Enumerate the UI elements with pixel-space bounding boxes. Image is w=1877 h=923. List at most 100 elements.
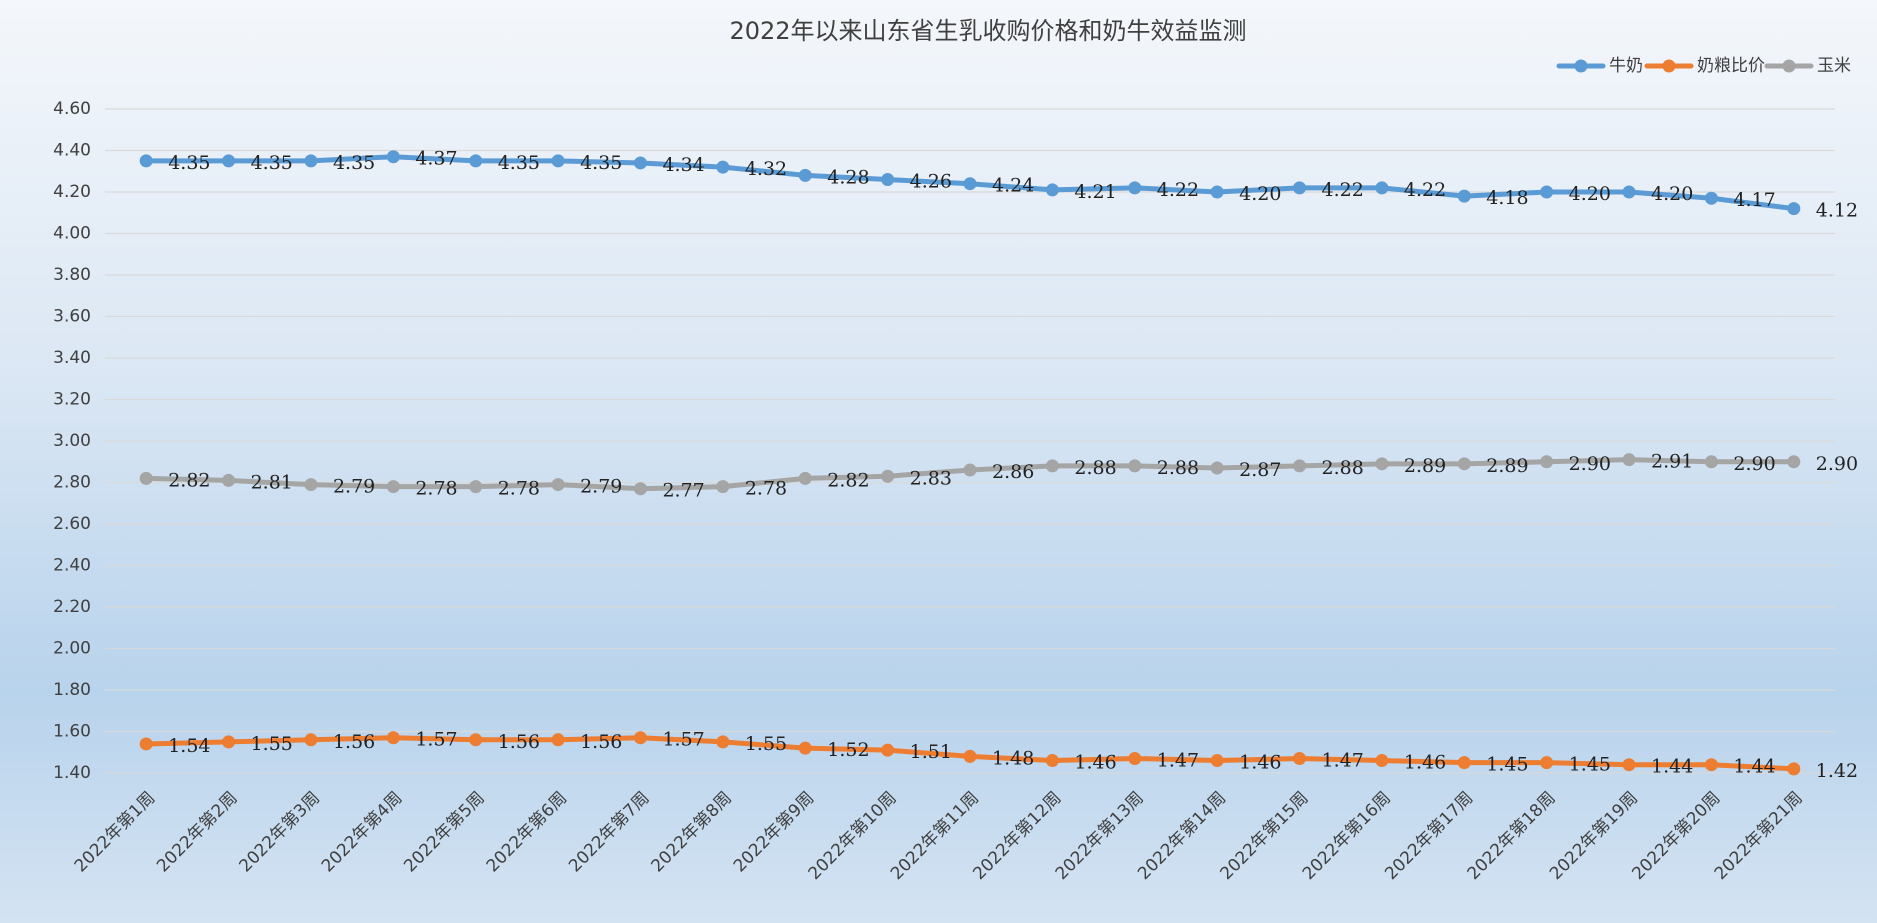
y-tick-label: 2.80 [53, 473, 91, 493]
marker [881, 469, 895, 483]
marker [139, 471, 153, 485]
marker [1045, 459, 1059, 473]
data-label: 2.82 [168, 469, 210, 491]
data-label: 2.87 [1239, 459, 1281, 481]
data-label: 2.88 [1074, 457, 1116, 479]
data-label: 1.56 [498, 731, 540, 753]
marker [1622, 185, 1636, 199]
legend-marker [1574, 59, 1588, 73]
marker [633, 156, 647, 170]
marker [386, 480, 400, 494]
data-label: 4.20 [1651, 183, 1693, 205]
data-label: 2.78 [415, 478, 457, 500]
data-label: 2.79 [333, 476, 375, 498]
y-tick-label: 3.20 [53, 390, 91, 410]
marker [798, 741, 812, 755]
marker [1787, 455, 1801, 469]
marker [963, 463, 977, 477]
y-tick-label: 2.00 [53, 639, 91, 659]
data-label: 4.35 [498, 152, 540, 174]
marker [633, 482, 647, 496]
y-tick-label: 1.80 [53, 680, 91, 700]
data-label: 2.89 [1486, 455, 1528, 477]
data-label: 4.17 [1733, 189, 1775, 211]
marker [551, 478, 565, 492]
marker [1704, 455, 1718, 469]
data-label: 4.22 [1322, 179, 1364, 201]
data-label: 2.79 [580, 476, 622, 498]
data-label: 1.57 [662, 729, 704, 751]
data-label: 1.44 [1651, 756, 1693, 778]
data-label: 2.90 [1816, 453, 1858, 475]
data-label: 1.44 [1733, 756, 1775, 778]
data-label: 2.86 [992, 461, 1034, 483]
marker [798, 168, 812, 182]
marker [1375, 754, 1389, 768]
data-label: 4.37 [415, 148, 457, 170]
marker [1540, 455, 1554, 469]
data-label: 2.78 [498, 478, 540, 500]
y-tick-label: 4.20 [53, 182, 91, 202]
data-label: 1.52 [827, 739, 869, 761]
data-label: 2.81 [251, 471, 293, 493]
marker [716, 480, 730, 494]
marker [1622, 453, 1636, 467]
marker [1540, 185, 1554, 199]
data-label: 2.91 [1651, 451, 1693, 473]
data-label: 4.22 [1157, 179, 1199, 201]
data-label: 2.89 [1404, 455, 1446, 477]
legend-label: 玉米 [1817, 56, 1851, 76]
marker [1045, 183, 1059, 197]
data-label: 1.46 [1239, 752, 1281, 774]
marker [1787, 202, 1801, 216]
marker [469, 154, 483, 168]
data-label: 1.56 [333, 731, 375, 753]
data-label: 1.54 [168, 735, 210, 757]
chart-title: 2022年以来山东省生乳收购价格和奶牛效益监测 [729, 17, 1246, 45]
marker [222, 473, 236, 487]
data-label: 1.55 [745, 733, 787, 755]
data-label: 2.88 [1322, 457, 1364, 479]
data-label: 1.47 [1322, 749, 1364, 771]
marker [1293, 751, 1307, 765]
marker [1045, 754, 1059, 768]
marker [386, 731, 400, 745]
data-label: 4.35 [580, 152, 622, 174]
y-tick-label: 4.60 [53, 99, 91, 119]
marker [1293, 181, 1307, 195]
marker [1787, 762, 1801, 776]
data-label: 4.20 [1569, 183, 1611, 205]
marker [963, 749, 977, 763]
marker [222, 154, 236, 168]
marker [139, 737, 153, 751]
marker [1457, 756, 1471, 770]
marker [222, 735, 236, 749]
marker [1375, 457, 1389, 471]
data-label: 4.26 [910, 171, 952, 193]
legend-label: 牛奶 [1609, 56, 1643, 76]
data-label: 4.35 [168, 152, 210, 174]
y-tick-label: 1.60 [53, 722, 91, 742]
y-tick-label: 3.80 [53, 265, 91, 285]
y-tick-label: 4.40 [53, 141, 91, 161]
legend-label: 奶粮比价 [1697, 56, 1765, 76]
marker [304, 154, 318, 168]
data-label: 2.78 [745, 478, 787, 500]
y-tick-label: 2.20 [53, 597, 91, 617]
marker [1375, 181, 1389, 195]
marker [1210, 461, 1224, 475]
data-label: 2.90 [1733, 453, 1775, 475]
marker [1704, 758, 1718, 772]
x-tick-label: 2022年第6周 [483, 788, 571, 876]
marker [1540, 756, 1554, 770]
marker [633, 731, 647, 745]
data-label: 4.28 [827, 166, 869, 188]
data-label: 1.47 [1157, 749, 1199, 771]
data-label: 1.45 [1486, 754, 1528, 776]
marker [1128, 459, 1142, 473]
marker [716, 160, 730, 174]
y-tick-label: 3.00 [53, 431, 91, 451]
data-label: 4.35 [333, 152, 375, 174]
x-tick-label: 2022年第4周 [318, 788, 406, 876]
marker [798, 471, 812, 485]
